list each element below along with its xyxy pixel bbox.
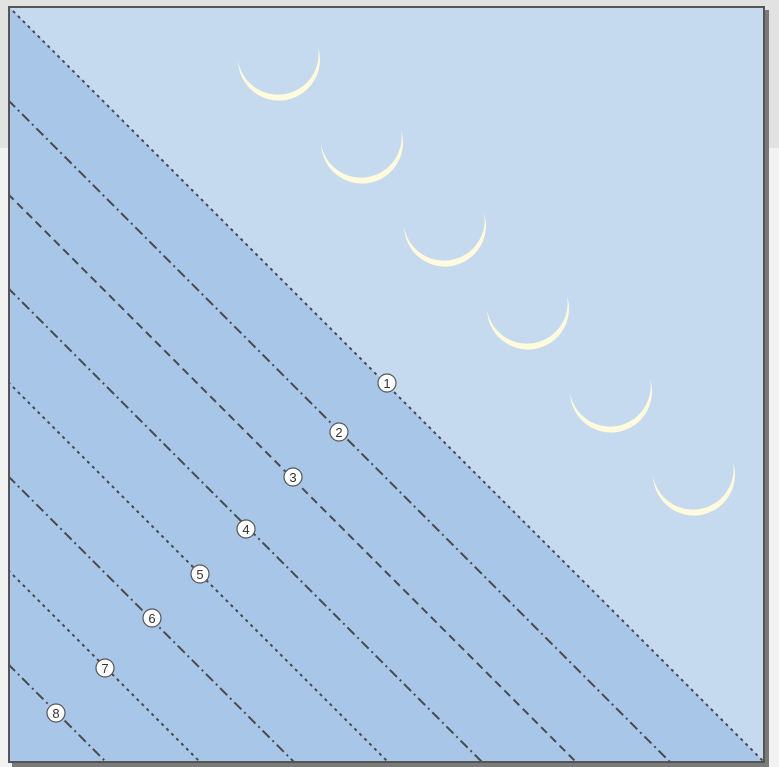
marker-circle [46,703,66,723]
marker-number: 5 [196,567,203,582]
marker-number: 2 [335,425,342,440]
line-marker-3: 3 [283,467,303,487]
fold-line-8 [8,663,108,763]
marker-circle [236,519,256,539]
fold-line-3 [8,193,578,763]
marker-circle [142,608,162,628]
line-labels-group: 1 2 3 4 5 6 7 8 [46,373,397,723]
marker-number: 6 [148,611,155,626]
line-marker-2: 2 [329,422,349,442]
line-marker-8: 8 [46,703,66,723]
marker-circle [95,658,115,678]
diagram-panel: 1 2 3 4 5 6 7 8 [8,6,765,763]
marker-circle [283,467,303,487]
line-marker-5: 5 [190,564,210,584]
marker-circle [329,422,349,442]
marker-number: 8 [52,706,59,721]
line-marker-6: 6 [142,608,162,628]
fold-line-5 [8,381,390,763]
marker-circle [190,564,210,584]
marker-number: 7 [101,661,108,676]
line-marker-7: 7 [95,658,115,678]
marker-number: 3 [289,470,296,485]
marker-circle [377,373,397,393]
line-marker-1: 1 [377,373,397,393]
line-marker-4: 4 [236,519,256,539]
marker-number: 1 [383,376,390,391]
panel-border [8,6,765,763]
fold-diagram: 1 2 3 4 5 6 7 8 [8,6,765,763]
marker-number: 4 [242,522,249,537]
